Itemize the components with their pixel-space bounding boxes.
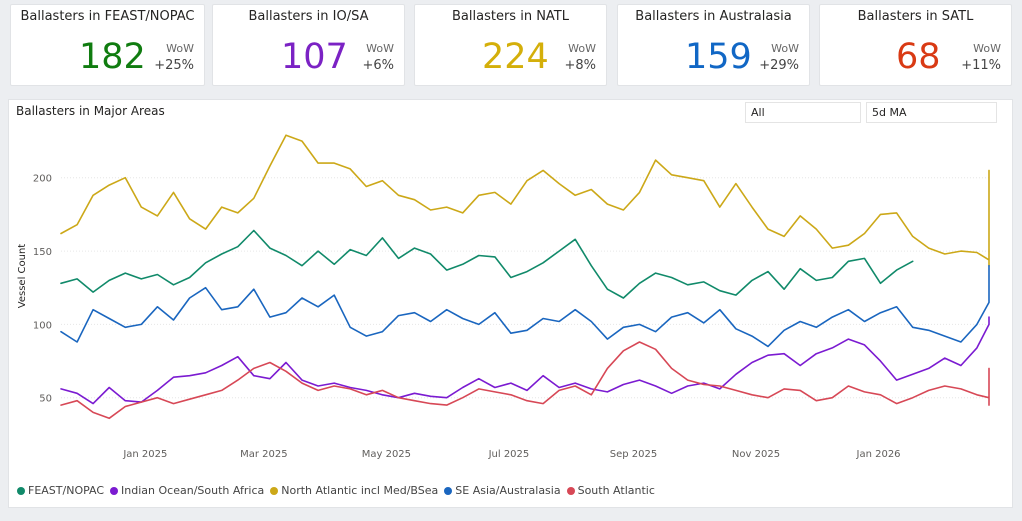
kpi-title: Ballasters in NATL <box>452 9 569 24</box>
legend-dot-icon <box>110 486 119 495</box>
moving-average-dropdown[interactable]: 5d MA <box>866 102 997 123</box>
kpi-wow-value: +29% <box>759 58 799 73</box>
x-tick-label: Jul 2025 <box>488 449 530 460</box>
kpi-card-australasia: Ballasters in Australasia 159 WoW +29% <box>617 4 810 86</box>
kpi-value: 224 <box>482 37 549 77</box>
kpi-card-feast-nopac: Ballasters in FEAST/NOPAC 182 WoW +25% <box>10 4 205 86</box>
kpi-value: 107 <box>281 37 348 77</box>
kpi-wow-value: +6% <box>362 58 394 73</box>
legend-dot-icon <box>17 486 25 495</box>
kpi-wow-label: WoW <box>771 42 799 55</box>
legend-item-indian-ocean[interactable]: Indian Ocean/South Africa <box>110 484 264 497</box>
y-tick-label: 150 <box>33 247 52 258</box>
x-tick-label: May 2025 <box>362 449 411 460</box>
kpi-card-natl: Ballasters in NATL 224 WoW +8% <box>414 4 607 86</box>
y-axis-label: Vessel Count <box>17 244 28 309</box>
legend-label: SE Asia/Australasia <box>455 484 561 497</box>
legend-label: FEAST/NOPAC <box>28 484 105 497</box>
legend-dot-icon <box>270 486 279 495</box>
kpi-value: 159 <box>685 37 752 77</box>
series-line-se-asia-australasia[interactable] <box>60 264 990 348</box>
legend-dot-icon <box>444 486 453 495</box>
series-line-indian-ocean-south-africa[interactable] <box>60 316 990 405</box>
legend-item-north-atlantic[interactable]: North Atlantic incl Med/BSea <box>270 484 438 497</box>
x-tick-label: Jan 2025 <box>122 449 167 460</box>
kpi-wow-value: +11% <box>961 58 1001 73</box>
legend-label: North Atlantic incl Med/BSea <box>281 484 439 497</box>
kpi-title: Ballasters in IO/SA <box>248 9 369 24</box>
kpi-wow-value: +8% <box>564 58 596 73</box>
x-tick-label: Sep 2025 <box>610 449 657 460</box>
series-line-north-atlantic-incl-med-bsea[interactable] <box>60 134 990 267</box>
kpi-wow-label: WoW <box>568 42 596 55</box>
series-line-feast-nopac[interactable] <box>60 229 914 299</box>
x-tick-label: Mar 2025 <box>240 449 288 460</box>
legend-label: South Atlantic <box>577 484 655 497</box>
legend-dot-icon <box>566 486 575 495</box>
kpi-wow-label: WoW <box>166 42 194 55</box>
legend-item-feast-nopac[interactable]: FEAST/NOPAC <box>17 484 104 497</box>
kpi-card-io-sa: Ballasters in IO/SA 107 WoW +6% <box>212 4 405 86</box>
chart-panel: Ballasters in Major Areas All 5d MA 50 10… <box>8 99 1013 508</box>
chart-title: Ballasters in Major Areas <box>16 104 165 118</box>
series-line-south-atlantic[interactable] <box>60 341 990 420</box>
kpi-value: 68 <box>896 37 941 77</box>
x-tick-label: Jan 2026 <box>856 449 901 460</box>
chart-legend: FEAST/NOPAC Indian Ocean/South Africa No… <box>17 484 661 497</box>
line-chart: 50 100 150 200 Vessel Count Jan 2025 Mar 2025 M… <box>17 134 990 460</box>
kpi-value: 182 <box>79 37 146 77</box>
kpi-title: Ballasters in Australasia <box>635 9 792 24</box>
kpi-wow-label: WoW <box>366 42 394 55</box>
y-tick-label: 50 <box>39 394 52 405</box>
legend-label: Indian Ocean/South Africa <box>121 484 265 497</box>
y-tick-label: 100 <box>33 320 52 331</box>
kpi-card-satl: Ballasters in SATL 68 WoW +11% <box>819 4 1012 86</box>
area-filter-dropdown[interactable]: All <box>745 102 861 123</box>
x-tick-label: Nov 2025 <box>732 449 780 460</box>
legend-item-south-atlantic[interactable]: South Atlantic <box>566 484 655 497</box>
kpi-title: Ballasters in FEAST/NOPAC <box>20 9 195 24</box>
y-tick-label: 200 <box>33 174 52 185</box>
legend-item-se-asia[interactable]: SE Asia/Australasia <box>444 484 561 497</box>
kpi-wow-label: WoW <box>973 42 1001 55</box>
kpi-title: Ballasters in SATL <box>857 9 974 24</box>
kpi-wow-value: +25% <box>154 58 194 73</box>
